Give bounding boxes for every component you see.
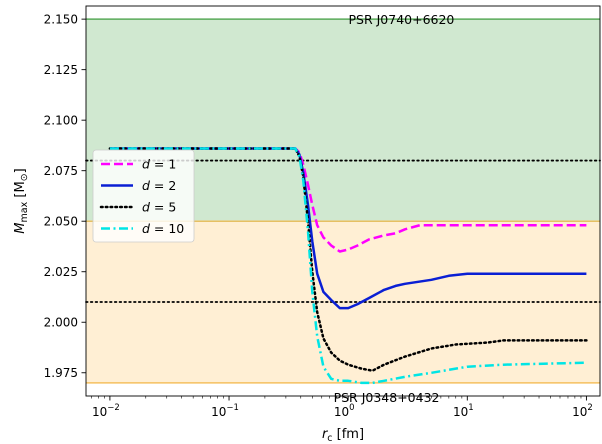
- legend-label-2: d = 2: [142, 178, 176, 193]
- y-tick-label: 2.025: [44, 265, 78, 279]
- band-edges-layer: [86, 18, 600, 384]
- x-tick-label: 102: [572, 403, 593, 419]
- series-line-10: [109, 147, 587, 385]
- x-tick-label: 101: [453, 403, 474, 419]
- legend-label-5: d = 5: [142, 200, 176, 215]
- x-tick-label: 10−1: [211, 403, 239, 419]
- y-tick-label: 2.000: [44, 316, 78, 330]
- legend: d = 1 d = 2 d = 5 d = 10: [92, 149, 195, 243]
- series-line-1: [109, 147, 587, 253]
- legend-label-10: d = 10: [142, 221, 184, 236]
- annotations-layer: PSR J0740+6620 PSR J0348+0432: [334, 12, 455, 405]
- legend-label-1: d = 1: [142, 157, 176, 172]
- y-tick-label: 2.075: [44, 164, 78, 178]
- x-axis-ticks: 10−2 10−1 100 101 102: [91, 396, 593, 419]
- x-tick-label: 10−2: [92, 403, 120, 419]
- y-tick-label: 2.050: [44, 215, 78, 229]
- legend-box: [92, 149, 195, 243]
- annotation-1: PSR J0348+0432: [334, 390, 440, 405]
- annotation-0: PSR J0740+6620: [348, 12, 454, 27]
- x-tick-label: 100: [334, 403, 355, 419]
- y-tick-label: 2.125: [44, 63, 78, 77]
- y-tick-label: 2.150: [44, 12, 78, 26]
- y-tick-label: 2.100: [44, 113, 78, 127]
- y-axis-ticks: 1.975 2.000 2.025 2.050 2.075 2.100 2.125 2.150: [44, 12, 86, 380]
- y-axis-label: Mmax [M⊙]: [13, 168, 30, 233]
- series-layer: [108, 147, 588, 385]
- x-axis-label: rc [fm]: [322, 427, 364, 444]
- y-tick-label: 1.975: [44, 366, 78, 380]
